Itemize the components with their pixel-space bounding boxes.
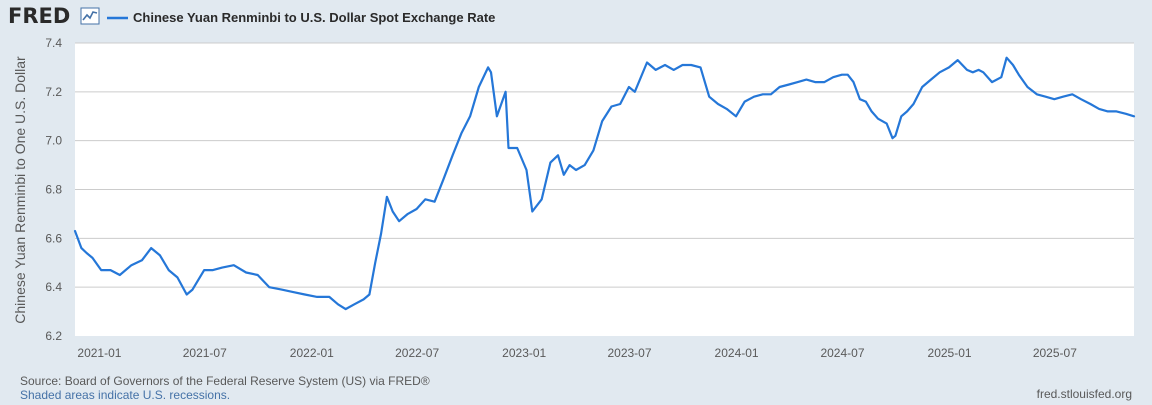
x-tick-label: 2024-01 [715, 346, 759, 360]
y-tick-label: 7.0 [45, 134, 62, 148]
fred-logo[interactable]: FRED [8, 4, 70, 28]
x-tick-label: 2025-01 [928, 346, 972, 360]
x-tick-label: 2024-07 [820, 346, 864, 360]
x-tick-label: 2023-01 [502, 346, 546, 360]
y-tick-label: 6.4 [45, 280, 62, 294]
y-tick-label: 7.4 [45, 36, 62, 50]
series-line-cny-usd [73, 56, 1136, 311]
chart: FRED Chinese Yuan Renminbi to U.S. Dolla… [8, 4, 1136, 360]
y-axis-ticks: 6.2 6.4 6.6 6.8 7.0 7.2 7.4 [45, 36, 62, 343]
x-tick-label: 2025-07 [1033, 346, 1077, 360]
y-tick-label: 6.8 [45, 183, 62, 197]
recession-note[interactable]: Shaded areas indicate U.S. recessions. [20, 388, 231, 402]
y-tick-label: 6.2 [45, 329, 62, 343]
y-tick-label: 7.2 [45, 85, 62, 99]
x-tick-label: 2023-07 [607, 346, 651, 360]
trend-line-icon [80, 7, 100, 25]
grid-lines [75, 42, 1134, 288]
x-tick-label: 2022-07 [395, 346, 439, 360]
x-tick-label: 2021-07 [183, 346, 227, 360]
source-note: Source: Board of Governors of the Federa… [20, 374, 430, 388]
x-tick-label: 2022-01 [290, 346, 334, 360]
x-tick-label: 2021-01 [77, 346, 121, 360]
y-axis-title: Chinese Yuan Renminbi to One U.S. Dollar [12, 56, 28, 324]
y-tick-label: 6.6 [45, 231, 62, 245]
footer: Source: Board of Governors of the Federa… [20, 374, 430, 402]
site-link[interactable]: fred.stlouisfed.org [1036, 387, 1132, 401]
x-axis-ticks: 2021-01 2021-07 2022-01 2022-07 2023-01 2023-… [77, 346, 1077, 360]
legend-label: Chinese Yuan Renminbi to U.S. Dollar Spo… [133, 10, 495, 25]
